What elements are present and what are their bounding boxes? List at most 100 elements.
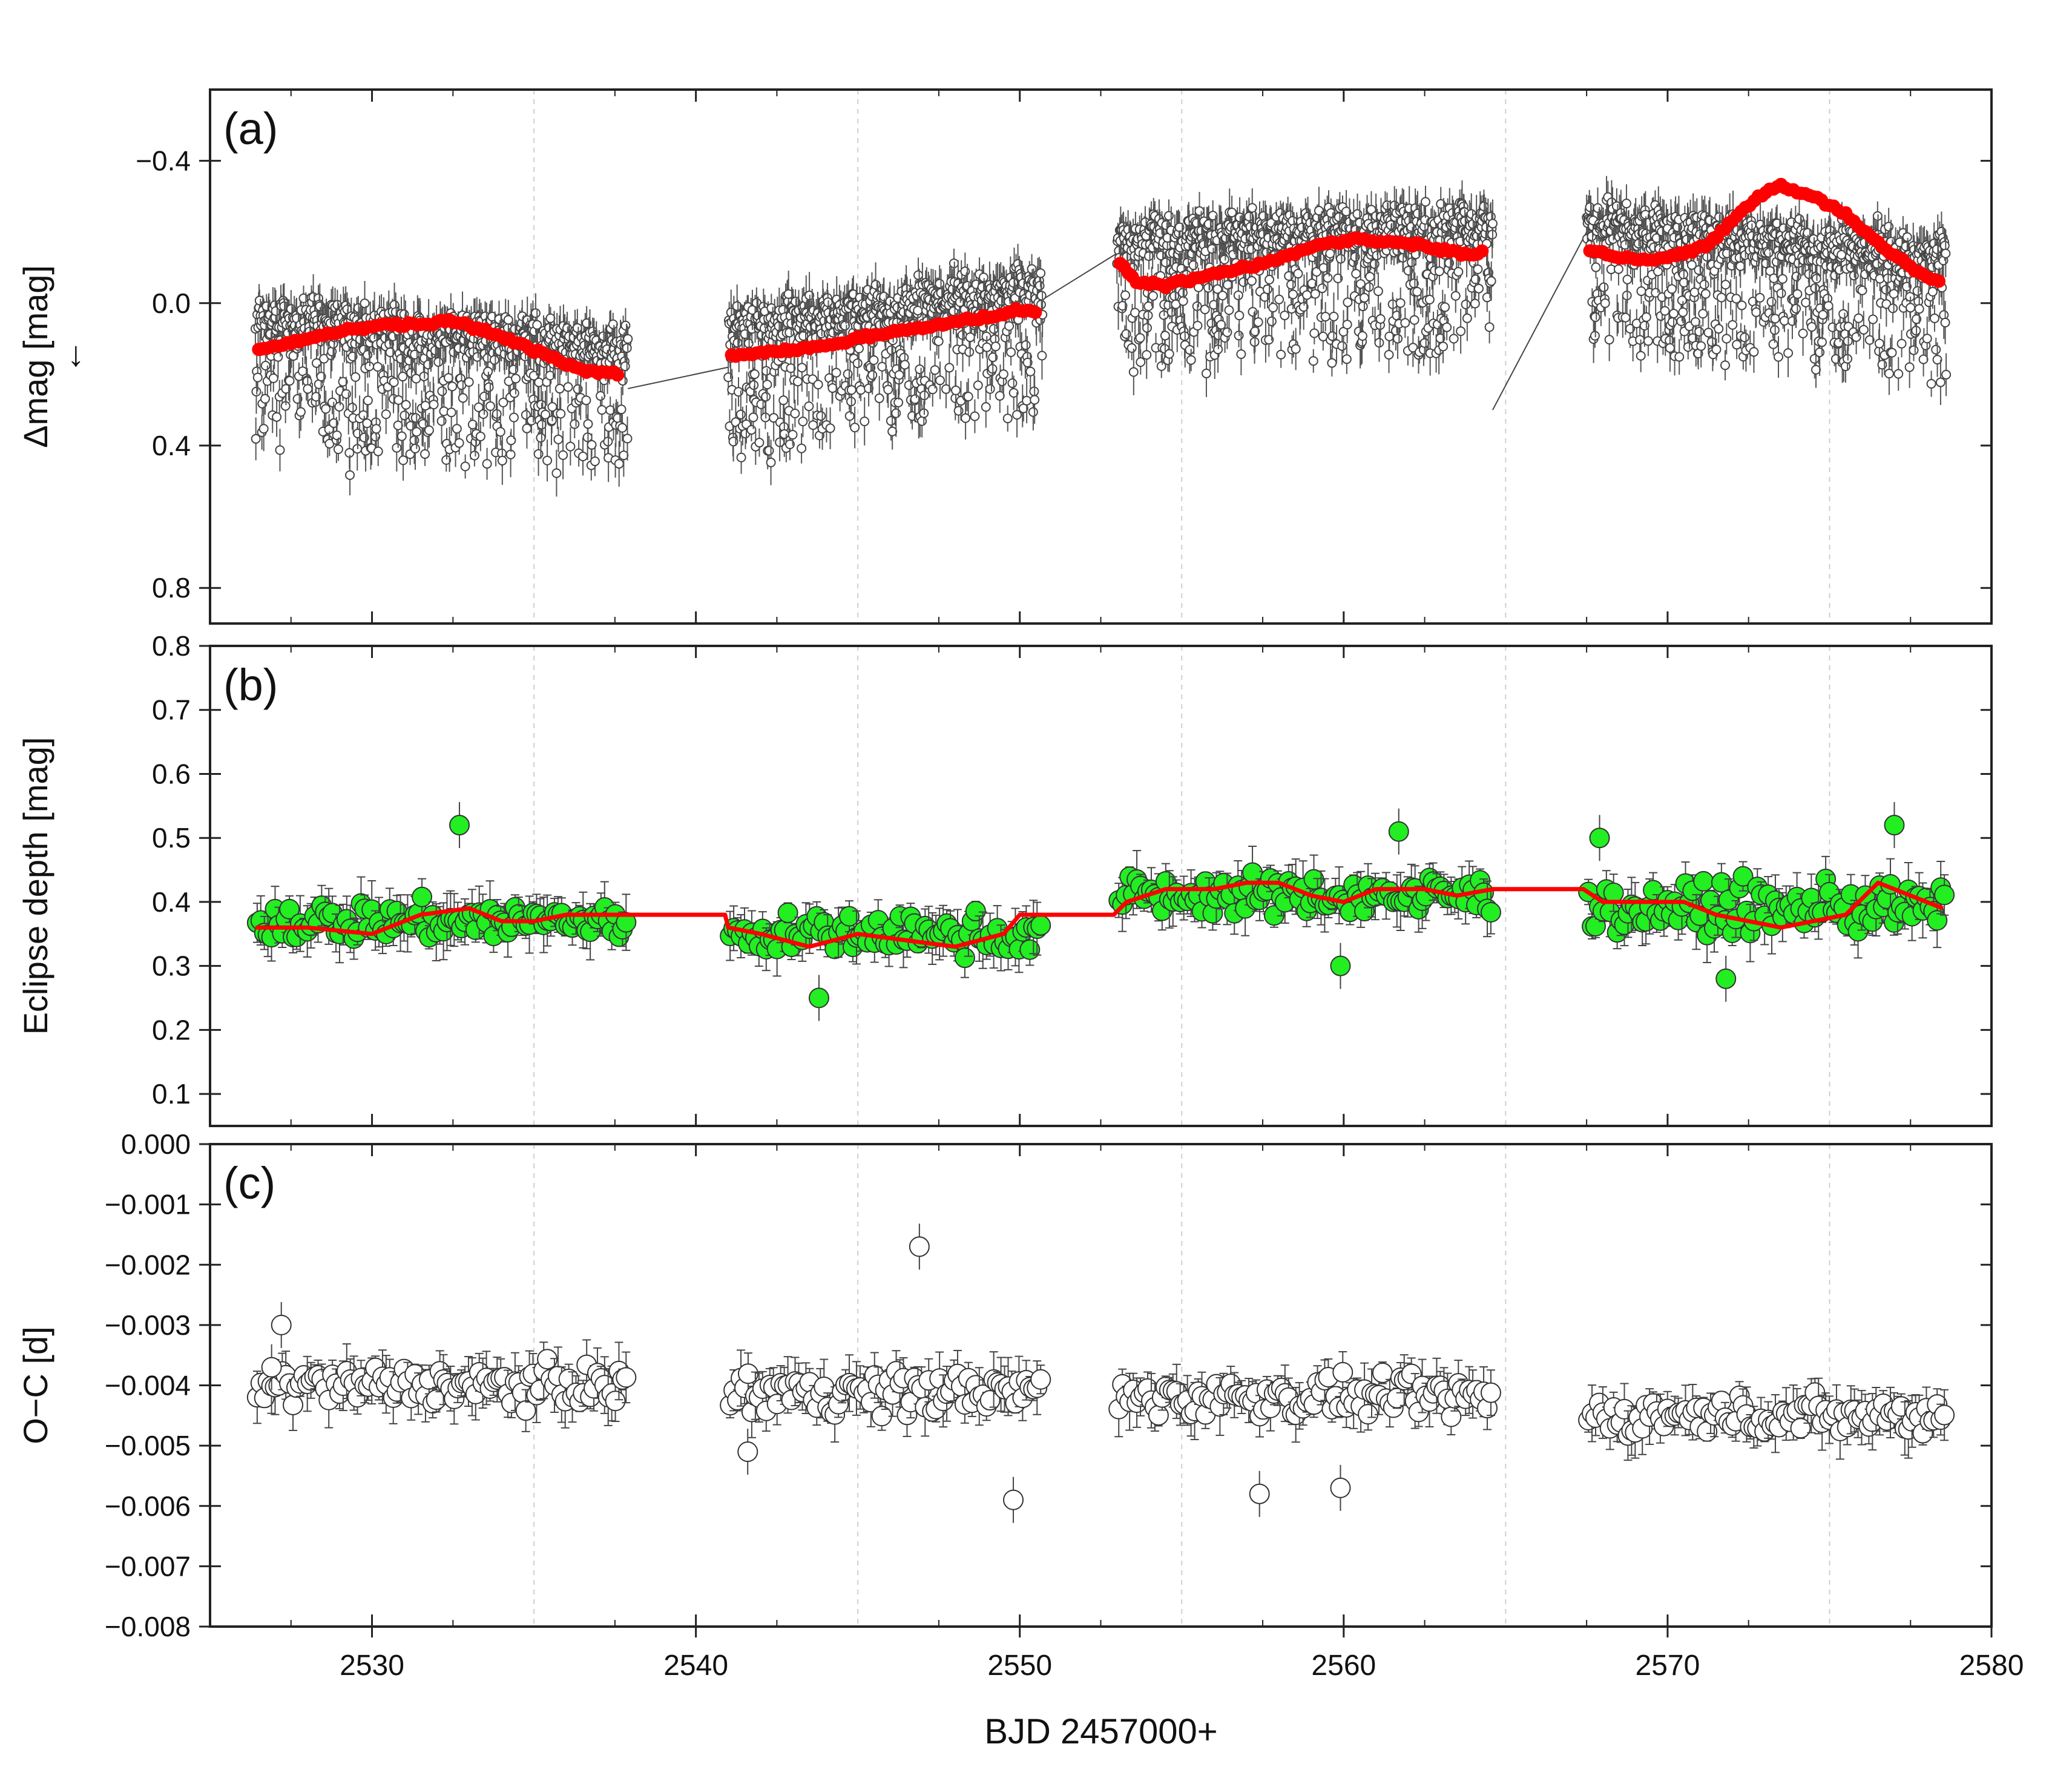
data-point — [985, 384, 995, 394]
data-point — [509, 388, 519, 398]
data-point — [581, 395, 591, 406]
data-point — [1185, 344, 1195, 355]
data-point — [874, 393, 884, 403]
data-point — [915, 364, 925, 375]
panel-label: (a) — [223, 104, 278, 154]
data-point — [360, 298, 370, 309]
data-point — [420, 401, 430, 411]
data-point — [619, 450, 629, 461]
data-point — [797, 443, 807, 453]
data-point — [927, 384, 938, 395]
data-point — [1163, 211, 1174, 221]
data-point — [1036, 291, 1047, 301]
data-point — [1351, 269, 1361, 279]
data-point — [620, 361, 630, 372]
data-point — [1591, 262, 1601, 272]
data-point — [827, 383, 838, 393]
data-point — [1364, 282, 1374, 292]
data-point — [1473, 264, 1483, 274]
data-point — [1006, 347, 1016, 357]
data-point — [1337, 341, 1347, 351]
data-point — [887, 426, 898, 436]
data-point — [622, 433, 633, 444]
data-point — [363, 395, 373, 406]
data-point — [327, 346, 337, 357]
data-point — [578, 451, 588, 461]
data-point — [1325, 248, 1335, 258]
data-point — [1393, 334, 1403, 344]
data-point — [1369, 259, 1380, 269]
data-point — [1028, 407, 1038, 417]
data-point — [506, 435, 516, 446]
data-point — [1286, 280, 1297, 290]
data-point — [333, 444, 343, 455]
data-point — [534, 377, 544, 387]
data-point — [551, 468, 562, 478]
data-point — [1434, 266, 1444, 277]
data-point — [620, 320, 631, 331]
data-point — [1357, 331, 1367, 341]
data-point — [329, 418, 339, 428]
data-point — [1636, 286, 1646, 297]
data-point — [953, 406, 964, 416]
data-point — [410, 443, 420, 453]
data-point — [508, 364, 519, 375]
data-point — [616, 404, 627, 415]
data-point — [295, 407, 306, 417]
data-point — [1148, 291, 1158, 301]
data-point — [1613, 264, 1623, 274]
data-point — [1487, 219, 1498, 229]
data-point — [1621, 199, 1631, 209]
data-point — [736, 452, 746, 462]
data-point — [900, 360, 910, 370]
data-point — [485, 401, 495, 411]
data-point — [784, 327, 795, 338]
data-point — [762, 380, 772, 390]
data-point — [1126, 343, 1137, 353]
data-point — [1203, 283, 1214, 293]
data-point — [573, 384, 583, 394]
panel-a-light-curve: −0.4 0.0 0.4 0.8 Δmag [mag]← (a) — [16, 88, 1993, 625]
data-point — [846, 385, 857, 395]
data-point — [484, 382, 494, 392]
data-point — [843, 369, 853, 379]
segment-connector — [628, 366, 729, 389]
data-point — [503, 315, 513, 325]
data-point — [437, 386, 447, 397]
data-point — [1323, 272, 1333, 283]
data-point — [856, 385, 866, 395]
data-point — [1442, 322, 1452, 332]
data-point — [1169, 291, 1180, 301]
data-point — [1419, 338, 1430, 348]
data-point — [917, 416, 927, 426]
data-point — [1036, 268, 1046, 278]
data-point — [816, 411, 826, 421]
data-point — [746, 425, 757, 435]
data-point — [590, 456, 600, 467]
data-point — [1121, 329, 1131, 339]
data-point — [1622, 274, 1633, 285]
data-point — [1201, 368, 1211, 378]
data-point — [1266, 316, 1277, 326]
data-point — [1438, 341, 1449, 352]
data-point — [867, 370, 878, 380]
data-point — [372, 361, 383, 372]
y-axis-arrow: ← — [50, 339, 90, 374]
data-point — [495, 427, 505, 437]
data-point — [558, 450, 568, 460]
data-point — [844, 411, 855, 421]
data-point — [1365, 272, 1375, 282]
data-point — [533, 449, 544, 459]
data-point — [381, 409, 391, 420]
data-point — [401, 400, 411, 410]
data-point — [321, 404, 331, 414]
data-point — [597, 405, 607, 415]
data-point — [850, 423, 860, 433]
data-point — [1409, 315, 1419, 325]
data-point — [1461, 299, 1471, 309]
data-point — [1620, 312, 1631, 323]
data-point — [935, 278, 945, 289]
data-point — [444, 373, 454, 383]
data-point — [1412, 208, 1422, 219]
data-point — [831, 367, 841, 378]
